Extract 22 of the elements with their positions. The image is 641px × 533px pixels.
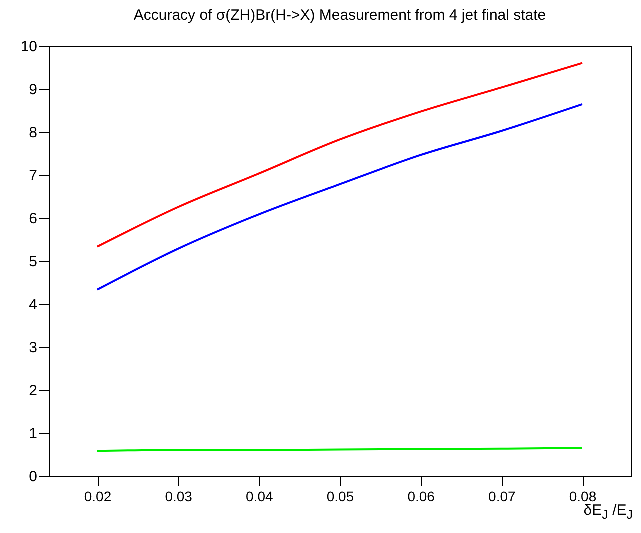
x-tick-label: 0.03 — [165, 488, 193, 504]
y-tick-label: 8 — [29, 124, 38, 142]
y-tick-label: 4 — [29, 296, 38, 314]
x-tick-label: 0.04 — [246, 488, 274, 504]
y-tick-label: 7 — [29, 168, 38, 184]
x-tick-label: 0.05 — [326, 488, 354, 504]
x-tick-label: 0.07 — [488, 488, 516, 504]
line-series — [96, 103, 584, 291]
y-tick-label: 10 — [20, 38, 38, 56]
y-tick-label: 1 — [29, 426, 38, 442]
x-axis-title: δE$_{J}$ /E$_{J}$ — [584, 502, 633, 522]
x-tick-label: 0.08 — [569, 488, 597, 504]
y-tick-label: 5 — [29, 254, 38, 270]
chart-title: Accuracy of σ(ZH)Br(H->X) Measurement from 4 jet final state — [134, 7, 546, 24]
y-tick-label: 2 — [29, 382, 38, 400]
y-tick-label: 3 — [29, 340, 38, 356]
x-tick-label: 0.02 — [84, 488, 112, 504]
line-series — [96, 62, 584, 248]
y-tick-label: 0 — [29, 468, 38, 486]
y-tick-label: 6 — [29, 210, 38, 228]
y-tick-label: 9 — [29, 82, 38, 98]
x-tick-label: 0.06 — [408, 488, 436, 504]
